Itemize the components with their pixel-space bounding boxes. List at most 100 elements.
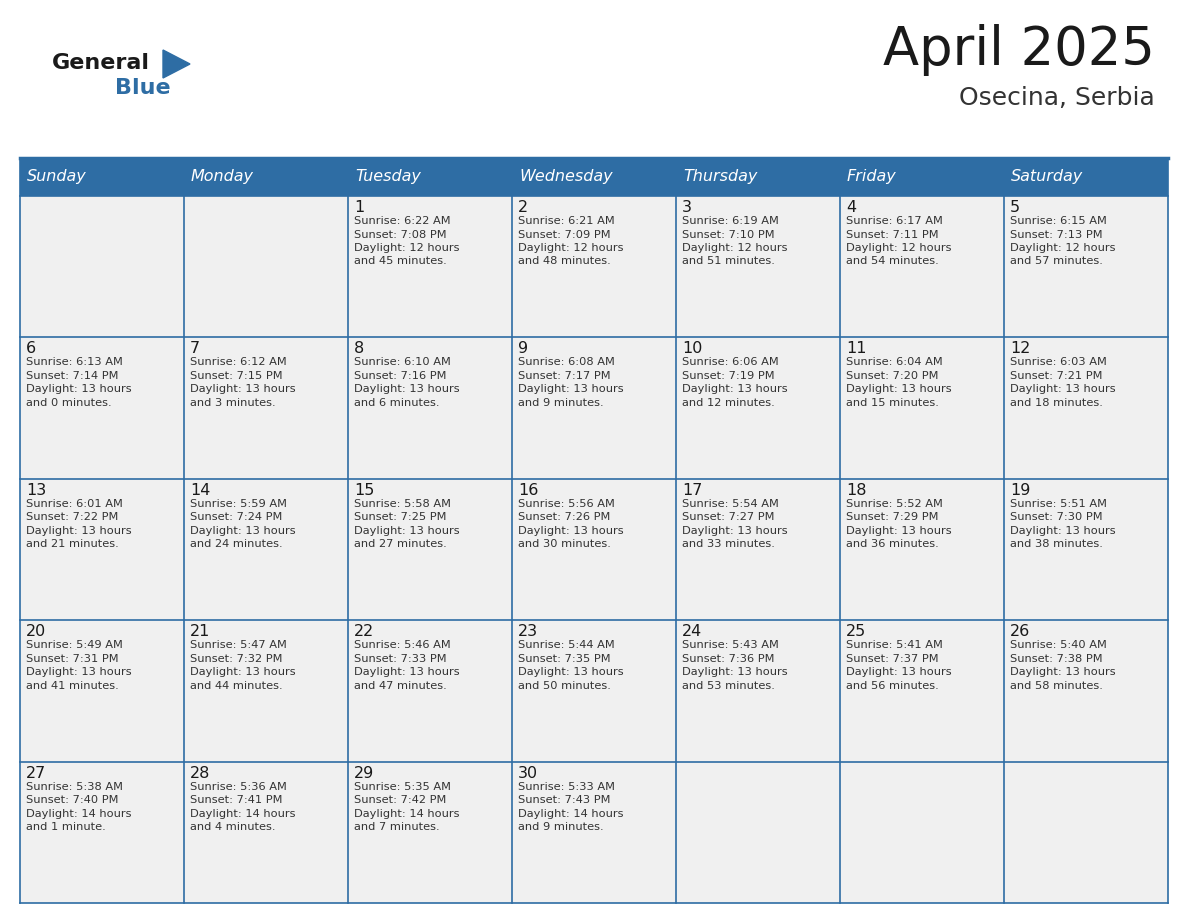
Bar: [676, 762, 840, 903]
Text: Sunrise: 5:36 AM: Sunrise: 5:36 AM: [190, 781, 286, 791]
Text: Daylight: 12 hours: Daylight: 12 hours: [682, 243, 788, 253]
Text: Blue: Blue: [115, 78, 171, 98]
Text: Sunset: 7:42 PM: Sunset: 7:42 PM: [354, 795, 447, 805]
Text: Sunset: 7:29 PM: Sunset: 7:29 PM: [846, 512, 939, 522]
Text: Thursday: Thursday: [683, 170, 758, 185]
Text: 29: 29: [354, 766, 374, 780]
Text: Sunrise: 6:01 AM: Sunrise: 6:01 AM: [26, 498, 122, 509]
Text: Sunrise: 6:03 AM: Sunrise: 6:03 AM: [1010, 357, 1107, 367]
Bar: [20, 338, 184, 479]
Text: Daylight: 14 hours: Daylight: 14 hours: [190, 809, 296, 819]
Text: 16: 16: [518, 483, 538, 498]
Text: Daylight: 13 hours: Daylight: 13 hours: [1010, 526, 1116, 536]
Bar: [840, 621, 1004, 762]
Text: Daylight: 13 hours: Daylight: 13 hours: [26, 667, 132, 677]
Text: and 36 minutes.: and 36 minutes.: [846, 539, 939, 549]
Text: and 27 minutes.: and 27 minutes.: [354, 539, 447, 549]
Bar: [1004, 479, 1168, 621]
Text: Daylight: 13 hours: Daylight: 13 hours: [26, 385, 132, 395]
Text: 5: 5: [1010, 200, 1020, 215]
Text: Daylight: 14 hours: Daylight: 14 hours: [518, 809, 624, 819]
Text: and 58 minutes.: and 58 minutes.: [1010, 681, 1102, 690]
Text: Sunrise: 5:52 AM: Sunrise: 5:52 AM: [846, 498, 943, 509]
Text: Sunrise: 5:49 AM: Sunrise: 5:49 AM: [26, 640, 122, 650]
Text: and 24 minutes.: and 24 minutes.: [190, 539, 283, 549]
Text: General: General: [52, 53, 150, 73]
Text: 3: 3: [682, 200, 691, 215]
Text: 28: 28: [190, 766, 210, 780]
Text: 23: 23: [518, 624, 538, 639]
Text: Daylight: 12 hours: Daylight: 12 hours: [354, 243, 460, 253]
Text: Sunrise: 5:40 AM: Sunrise: 5:40 AM: [1010, 640, 1107, 650]
Text: Sunrise: 6:04 AM: Sunrise: 6:04 AM: [846, 357, 943, 367]
Text: Sunrise: 6:08 AM: Sunrise: 6:08 AM: [518, 357, 615, 367]
Bar: [20, 762, 184, 903]
Text: 21: 21: [190, 624, 210, 639]
Text: 1: 1: [354, 200, 365, 215]
Text: Sunrise: 5:47 AM: Sunrise: 5:47 AM: [190, 640, 286, 650]
Text: 22: 22: [354, 624, 374, 639]
Text: Daylight: 13 hours: Daylight: 13 hours: [354, 526, 460, 536]
Text: Daylight: 13 hours: Daylight: 13 hours: [354, 385, 460, 395]
Bar: [1004, 196, 1168, 338]
Text: and 54 minutes.: and 54 minutes.: [846, 256, 939, 266]
Text: 17: 17: [682, 483, 702, 498]
Text: Sunset: 7:14 PM: Sunset: 7:14 PM: [26, 371, 119, 381]
Text: and 50 minutes.: and 50 minutes.: [518, 681, 611, 690]
Text: Sunset: 7:17 PM: Sunset: 7:17 PM: [518, 371, 611, 381]
Text: Sunrise: 5:38 AM: Sunrise: 5:38 AM: [26, 781, 124, 791]
Text: Daylight: 13 hours: Daylight: 13 hours: [682, 385, 788, 395]
Text: Sunset: 7:38 PM: Sunset: 7:38 PM: [1010, 654, 1102, 664]
Text: Daylight: 13 hours: Daylight: 13 hours: [1010, 667, 1116, 677]
Text: and 0 minutes.: and 0 minutes.: [26, 397, 112, 408]
Bar: [348, 762, 512, 903]
Text: and 30 minutes.: and 30 minutes.: [518, 539, 611, 549]
Bar: [840, 479, 1004, 621]
Text: Monday: Monday: [191, 170, 254, 185]
Bar: [512, 479, 676, 621]
Text: Sunrise: 5:54 AM: Sunrise: 5:54 AM: [682, 498, 779, 509]
Bar: [676, 479, 840, 621]
Text: and 41 minutes.: and 41 minutes.: [26, 681, 119, 690]
Bar: [348, 338, 512, 479]
Text: 12: 12: [1010, 341, 1030, 356]
Bar: [676, 338, 840, 479]
Text: Sunset: 7:43 PM: Sunset: 7:43 PM: [518, 795, 611, 805]
Bar: [840, 196, 1004, 338]
Text: Sunset: 7:36 PM: Sunset: 7:36 PM: [682, 654, 775, 664]
Text: Sunset: 7:21 PM: Sunset: 7:21 PM: [1010, 371, 1102, 381]
Text: Daylight: 13 hours: Daylight: 13 hours: [190, 385, 296, 395]
Text: Sunrise: 5:56 AM: Sunrise: 5:56 AM: [518, 498, 615, 509]
Text: and 12 minutes.: and 12 minutes.: [682, 397, 775, 408]
Text: Sunrise: 5:41 AM: Sunrise: 5:41 AM: [846, 640, 943, 650]
Text: Sunrise: 5:46 AM: Sunrise: 5:46 AM: [354, 640, 450, 650]
Text: Daylight: 13 hours: Daylight: 13 hours: [190, 667, 296, 677]
Text: 19: 19: [1010, 483, 1030, 498]
Text: Sunrise: 6:10 AM: Sunrise: 6:10 AM: [354, 357, 451, 367]
Text: Daylight: 13 hours: Daylight: 13 hours: [846, 667, 952, 677]
Bar: [184, 196, 348, 338]
Text: Sunset: 7:25 PM: Sunset: 7:25 PM: [354, 512, 447, 522]
Text: 20: 20: [26, 624, 46, 639]
Bar: [840, 762, 1004, 903]
Text: Sunset: 7:16 PM: Sunset: 7:16 PM: [354, 371, 447, 381]
Text: Sunrise: 6:17 AM: Sunrise: 6:17 AM: [846, 216, 943, 226]
Text: 13: 13: [26, 483, 46, 498]
Text: Sunset: 7:27 PM: Sunset: 7:27 PM: [682, 512, 775, 522]
Text: Sunset: 7:11 PM: Sunset: 7:11 PM: [846, 230, 939, 240]
Text: Daylight: 12 hours: Daylight: 12 hours: [846, 243, 952, 253]
Text: Daylight: 13 hours: Daylight: 13 hours: [518, 385, 624, 395]
Text: and 44 minutes.: and 44 minutes.: [190, 681, 283, 690]
Text: Daylight: 14 hours: Daylight: 14 hours: [26, 809, 132, 819]
Text: and 9 minutes.: and 9 minutes.: [518, 823, 604, 832]
Text: Sunrise: 6:12 AM: Sunrise: 6:12 AM: [190, 357, 286, 367]
Bar: [512, 621, 676, 762]
Text: Saturday: Saturday: [1011, 170, 1083, 185]
Text: and 57 minutes.: and 57 minutes.: [1010, 256, 1102, 266]
Text: Sunrise: 5:35 AM: Sunrise: 5:35 AM: [354, 781, 451, 791]
Text: 11: 11: [846, 341, 866, 356]
Text: Daylight: 13 hours: Daylight: 13 hours: [26, 526, 132, 536]
Text: Sunset: 7:37 PM: Sunset: 7:37 PM: [846, 654, 939, 664]
Bar: [184, 479, 348, 621]
Text: Osecina, Serbia: Osecina, Serbia: [959, 86, 1155, 110]
